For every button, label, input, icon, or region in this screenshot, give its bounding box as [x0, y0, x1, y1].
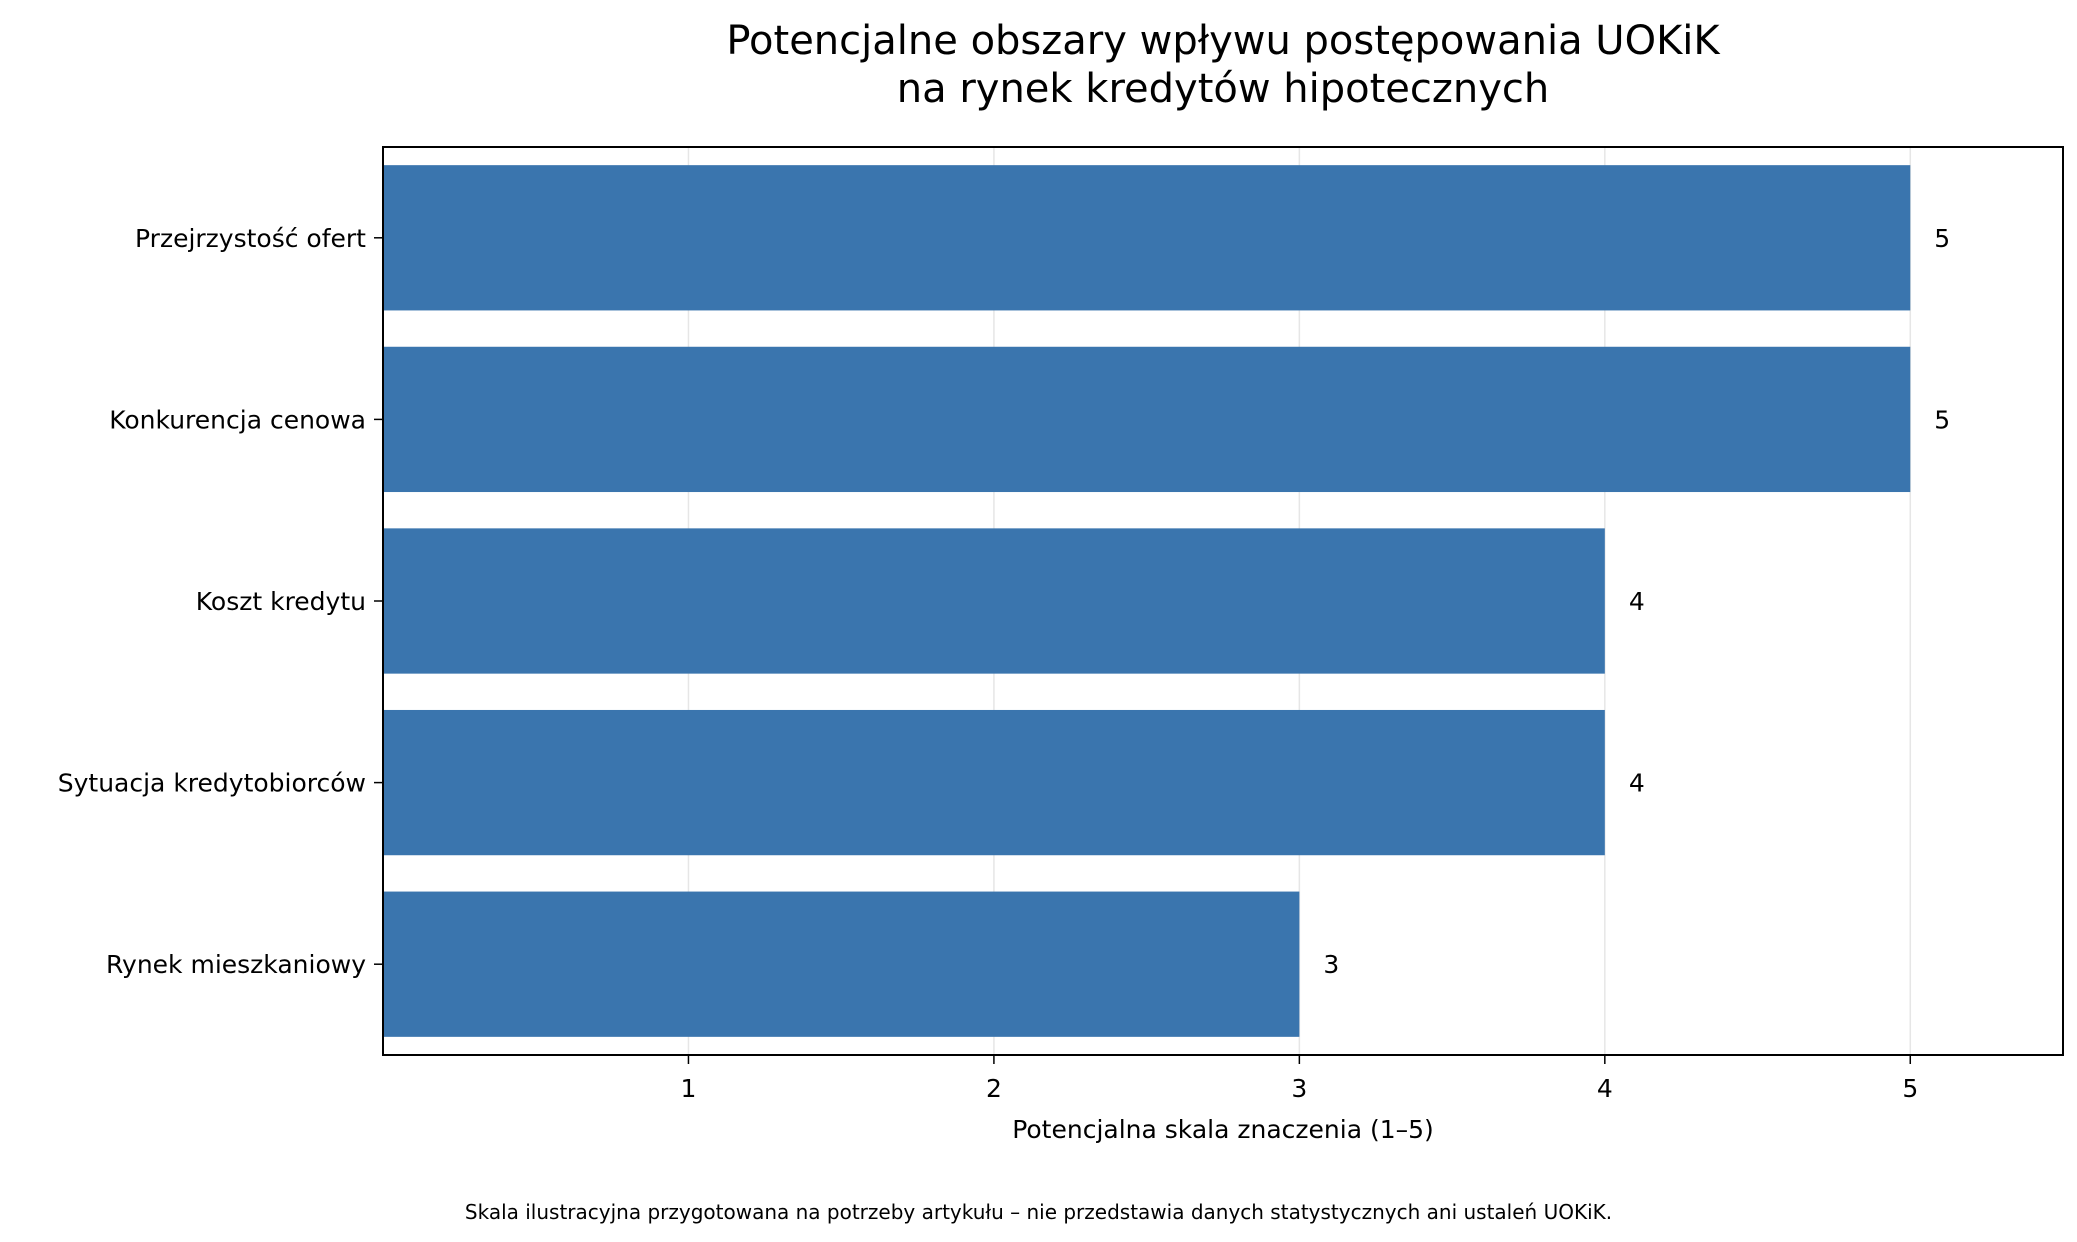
y-tick-label: Rynek mieszkaniowy — [106, 950, 366, 979]
bar — [383, 528, 1605, 674]
x-tick-label: 5 — [1902, 1074, 1918, 1103]
y-axis: Przejrzystość ofert Konkurencja cenowa Kos… — [58, 224, 383, 979]
bar-chart-plot: 5 5 4 4 3 Przejrzystość ofert Konkurencja cen… — [58, 146, 2064, 1144]
bar — [383, 346, 1911, 493]
y-tick-label: Przejrzystość ofert — [135, 224, 366, 253]
data-labels-layer: 5 5 4 4 3 — [1323, 224, 1950, 979]
y-tick-label: Koszt kredytu — [196, 587, 366, 616]
plot-frame — [382, 146, 2064, 1056]
data-label: 4 — [1629, 587, 1645, 616]
data-label: 3 — [1323, 950, 1339, 979]
data-label: 4 — [1629, 769, 1645, 798]
x-tick-label: 3 — [1291, 1074, 1307, 1103]
bar — [383, 165, 1911, 311]
chart-title-line-2: na rynek kredytów hipotecznych — [896, 66, 1550, 112]
x-tick-label: 2 — [986, 1074, 1002, 1103]
bar — [383, 709, 1605, 856]
data-label: 5 — [1934, 224, 1950, 253]
data-label: 5 — [1934, 405, 1950, 434]
x-axis: 1 2 3 4 5 — [681, 1055, 1918, 1103]
y-tick-label: Konkurencja cenowa — [109, 405, 366, 434]
chart-title-line-1: Potencjalne obszary wpływu postępowania … — [726, 18, 1720, 64]
y-tick-label: Sytuacja kredytobiorców — [58, 769, 366, 798]
x-tick-label: 4 — [1597, 1074, 1613, 1103]
bar — [383, 891, 1300, 1037]
x-axis-label: Potencjalna skala znaczenia (1–5) — [1012, 1115, 1434, 1144]
footnote: Skala ilustracyjna przygotowana na potrz… — [464, 1200, 1613, 1224]
bars-layer — [383, 165, 1911, 1037]
x-tick-label: 1 — [681, 1074, 697, 1103]
